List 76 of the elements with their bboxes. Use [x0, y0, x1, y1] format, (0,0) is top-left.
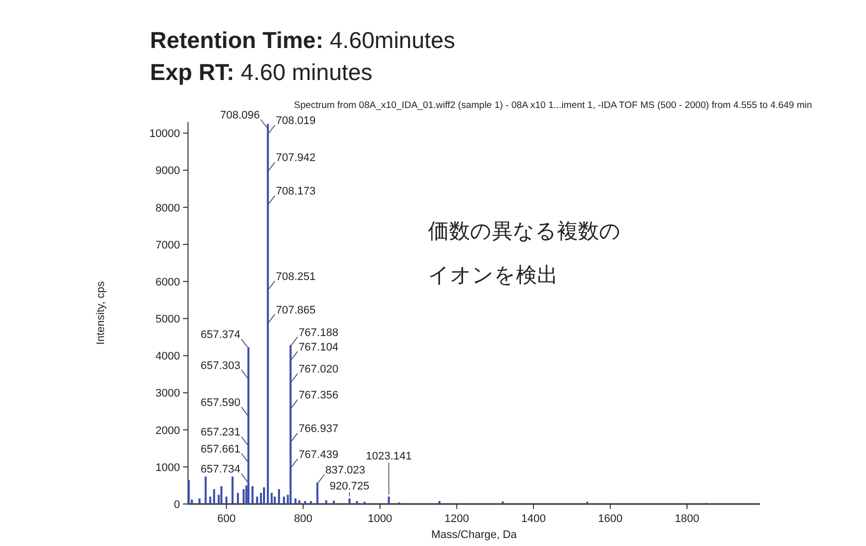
x-tick-label: 1000 — [368, 513, 392, 525]
x-tick-label: 1200 — [444, 513, 469, 525]
x-tick-label: 1800 — [674, 513, 700, 525]
bar — [388, 496, 390, 504]
annotation: 657.231 — [200, 426, 240, 439]
x-tick-label: 1600 — [598, 513, 623, 525]
x-axis-title: Mass/Charge, Da — [431, 529, 518, 541]
y-tick-label: 3000 — [156, 388, 180, 400]
annotation: 657.590 — [200, 396, 240, 409]
bar — [316, 482, 318, 504]
annotation: 価数の異なる複数の — [428, 219, 621, 243]
annotation: 708.096 — [220, 110, 260, 122]
y-tick-label: 7000 — [156, 239, 180, 252]
bar — [332, 500, 335, 504]
bar — [198, 498, 201, 504]
y-tick-label: 1000 — [156, 462, 180, 474]
bar — [236, 492, 239, 504]
annotation: 767.020 — [298, 364, 338, 376]
bar — [251, 486, 254, 504]
x-tick-label: 1400 — [521, 513, 546, 525]
annotation: 657.661 — [200, 443, 240, 456]
bar — [232, 476, 234, 504]
bar — [263, 487, 266, 504]
y-tick-label: 4000 — [156, 350, 180, 363]
text: Spectrum from 08A_x10_IDA_01.wiff2 (sample 1) - 08A x10 1...iment 1, -IDA TOF MS (500 - 2000) from 4.555 to 4.649 min — [294, 100, 812, 111]
annotation: イオンを検出 — [428, 263, 558, 287]
bar — [242, 489, 245, 504]
bar — [274, 496, 276, 504]
x-tick-label: 800 — [294, 513, 312, 525]
annotation: 657.374 — [200, 329, 240, 342]
y-tick-label: 9000 — [156, 165, 180, 178]
bar — [247, 347, 250, 504]
bar — [278, 489, 280, 504]
annotation: 920.725 — [330, 480, 370, 492]
bar — [188, 480, 190, 504]
bar — [298, 500, 300, 504]
bar — [213, 489, 216, 504]
chart-title: Retention Time: 4.60minutes — [150, 27, 456, 53]
bar — [256, 496, 258, 504]
annotation: 657.734 — [200, 464, 240, 476]
bar — [282, 496, 285, 504]
bar — [438, 501, 440, 504]
annotation: 767.104 — [298, 341, 338, 354]
bar — [304, 501, 306, 504]
annotation: 837.023 — [325, 464, 366, 476]
annotation: 707.942 — [276, 152, 316, 164]
annotation: 767.439 — [298, 448, 338, 461]
bar — [348, 498, 351, 504]
annotation: 1023.141 — [366, 450, 412, 463]
bar — [356, 501, 358, 504]
y-axis-title: Intensity, cps — [95, 280, 107, 345]
annotation: 708.019 — [276, 115, 316, 128]
bar — [310, 501, 312, 504]
annotation: 767.356 — [298, 390, 338, 402]
bar — [325, 500, 328, 504]
chart-subtitle: Exp RT: 4.60 minutes — [150, 59, 372, 85]
y-tick-label: 8000 — [156, 202, 180, 214]
annotation: 708.173 — [276, 186, 316, 198]
y-tick-label: 0 — [174, 499, 180, 511]
bar — [204, 476, 207, 504]
annotation: 766.937 — [298, 422, 338, 435]
bar — [220, 486, 222, 504]
bar — [266, 124, 269, 504]
x-tick-label: 600 — [217, 513, 236, 525]
y-tick-label: 6000 — [156, 276, 180, 288]
annotation: 707.865 — [276, 304, 316, 316]
bar — [502, 501, 504, 504]
bar — [294, 498, 296, 504]
y-tick-label: 10000 — [149, 128, 180, 140]
annotation: 657.303 — [200, 360, 240, 372]
annotation: 708.251 — [276, 270, 316, 283]
annotation: 767.188 — [298, 326, 338, 339]
y-tick-label: 2000 — [156, 424, 180, 437]
y-tick-label: 5000 — [156, 314, 180, 326]
bar — [290, 344, 292, 504]
bar — [225, 496, 228, 504]
